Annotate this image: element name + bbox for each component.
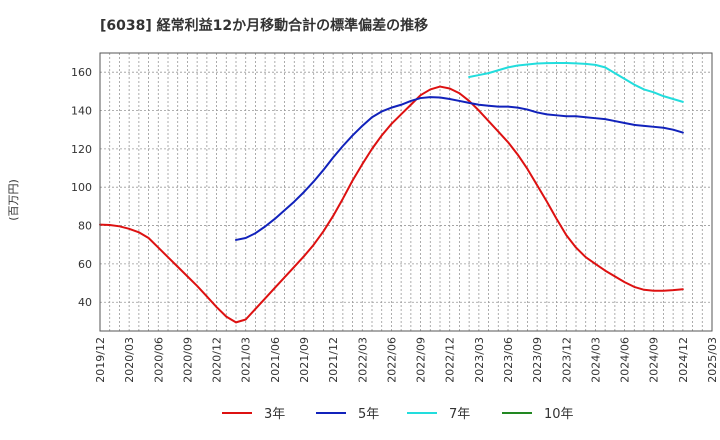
x-tick-label: 2024/03 — [589, 337, 602, 383]
x-tick-label: 2022/12 — [444, 337, 457, 383]
x-tick-label: 2023/03 — [473, 337, 486, 383]
y-axis-label: (百万円) — [7, 179, 20, 221]
legend: 3年 5年 7年 10年 — [222, 407, 574, 422]
x-tick-label: 2021/12 — [327, 337, 340, 383]
series-lines — [99, 61, 684, 324]
x-tick-label: 2022/06 — [385, 337, 398, 383]
x-tick-label: 2021/03 — [240, 337, 253, 383]
x-tick-label: 2022/03 — [356, 337, 369, 383]
series-line — [99, 85, 684, 324]
x-tick-label: 2023/09 — [531, 337, 544, 383]
legend-label: 10年 — [544, 407, 574, 422]
y-tick-label: 140 — [71, 105, 92, 118]
x-ticks: 2019/12 2020/03 2020/06 2020/09 2020/12 2021/… — [94, 337, 719, 383]
x-tick-label: 2021/09 — [298, 337, 311, 383]
x-tick-label: 2025/03 — [706, 337, 719, 383]
y-tick-label: 80 — [78, 220, 92, 233]
x-tick-label: 2020/03 — [123, 337, 136, 383]
x-tick-label: 2020/12 — [211, 337, 224, 383]
x-tick-label: 2020/06 — [152, 337, 165, 383]
y-tick-label: 160 — [71, 66, 92, 79]
y-ticks: 40 60 80 100 120 140 160 — [71, 66, 92, 309]
x-tick-label: 2020/09 — [181, 337, 194, 383]
x-tick-label: 2022/09 — [415, 337, 428, 383]
legend-label: 7年 — [449, 407, 470, 422]
legend-label: 3年 — [264, 407, 285, 422]
legend-label: 5年 — [358, 407, 379, 422]
x-tick-label: 2021/06 — [269, 337, 282, 383]
chart-title: [6038] 経常利益12か月移動合計の標準偏差の推移 — [100, 17, 428, 34]
series-line — [235, 96, 684, 241]
grid — [100, 53, 712, 331]
y-tick-label: 40 — [78, 296, 92, 309]
x-tick-label: 2024/09 — [648, 337, 661, 383]
x-tick-label: 2024/06 — [619, 337, 632, 383]
y-tick-label: 60 — [78, 258, 92, 271]
x-tick-label: 2019/12 — [94, 337, 107, 383]
x-tick-label: 2024/12 — [677, 337, 690, 383]
series-line — [468, 61, 684, 103]
y-tick-label: 100 — [71, 181, 92, 194]
plot-frame — [99, 52, 713, 332]
x-tick-label: 2023/06 — [502, 337, 515, 383]
y-tick-label: 120 — [71, 143, 92, 156]
x-tick-label: 2023/12 — [560, 337, 573, 383]
